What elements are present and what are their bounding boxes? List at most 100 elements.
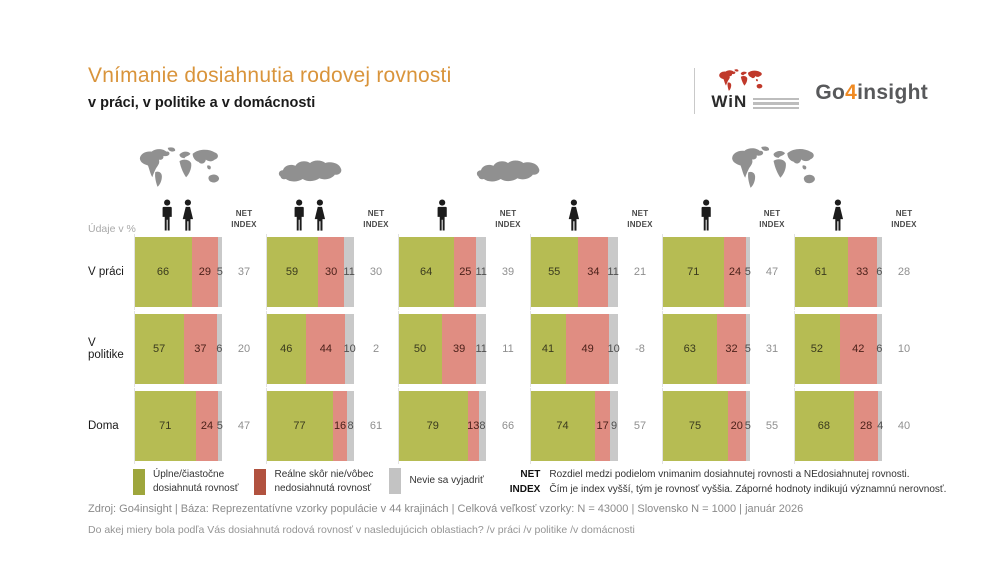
bar-cell-world-women: 61 33 6 28	[794, 234, 926, 310]
stacked-bar: 75 20 5	[662, 391, 751, 461]
segment-no-answer: 11	[475, 237, 487, 307]
man-icon	[292, 199, 306, 232]
segment-not-achieved: 37	[184, 314, 217, 384]
segment-not-achieved: 24	[196, 391, 218, 461]
segment-achieved: 79	[398, 391, 468, 461]
woman-icon	[830, 199, 846, 232]
slovakia-map-icon	[398, 152, 618, 190]
net-index-value: 2	[372, 343, 380, 355]
chart-row: V práci 66 29 5 37 59 30 11 30 64 25 11 39 55 34 11 21 71…	[88, 234, 928, 310]
segment-no-answer: 8	[347, 391, 354, 461]
segment-achieved: 77	[266, 391, 334, 461]
bar-cell-slovakia-women: 55 34 11 21	[530, 234, 662, 310]
header: Vnímanie dosiahnutia rodovej rovnosti v …	[88, 64, 928, 114]
net-index-value: 10	[897, 343, 911, 355]
segment-no-answer: 9	[610, 391, 618, 461]
title-block: Vnímanie dosiahnutia rodovej rovnosti v …	[88, 64, 451, 111]
segment-not-achieved: 25	[454, 237, 477, 307]
question-line: Do akej miery bola podľa Vás dosiahnutá …	[88, 524, 635, 536]
go4insight-insight: insight	[857, 81, 928, 104]
segment-achieved: 66	[134, 237, 193, 307]
stacked-bar: 79 13 8	[398, 391, 486, 461]
legend-item-no-answer: Nevie sa vyjadriť	[389, 468, 484, 494]
segment-no-answer: 6	[876, 314, 882, 384]
segment-not-achieved: 44	[306, 314, 346, 384]
stacked-bar: 52 42 6	[794, 314, 882, 384]
column-header-world-men: NET INDEX	[662, 192, 794, 232]
stacked-bar: 68 28 4	[794, 391, 883, 461]
column-header-slovakia-men: NET INDEX	[398, 192, 530, 232]
stacked-bar: 63 32 5	[662, 314, 751, 384]
segment-no-answer: 10	[343, 314, 356, 384]
bar-cell-slovakia-total: 46 44 10 2	[266, 311, 398, 387]
segment-no-answer: 4	[877, 391, 883, 461]
stacked-bar: 46 44 10	[266, 314, 356, 384]
segment-achieved: 52	[794, 314, 840, 384]
stacked-bar: 59 30 11	[266, 237, 355, 307]
header-divider	[694, 68, 696, 114]
segment-not-achieved: 29	[192, 237, 218, 307]
bar-cell-slovakia-men: 79 13 8 66	[398, 388, 530, 464]
stacked-bar: 41 49 10	[530, 314, 620, 384]
net-index-value: 28	[897, 266, 911, 278]
net-index-header: NET INDEX	[627, 209, 653, 230]
segment-no-answer: 5	[745, 237, 751, 307]
maps-row	[88, 136, 928, 190]
bar-cell-world-men: 63 32 5 31	[662, 311, 794, 387]
segment-achieved: 64	[398, 237, 455, 307]
segment-no-answer: 5	[745, 314, 751, 384]
net-index-value: 20	[237, 343, 251, 355]
net-index-label: NET	[520, 469, 541, 480]
net-index-description: Čím je index vyšší, tým je rovnosť vyšši…	[549, 483, 947, 495]
net-index-header: NET INDEX	[891, 209, 917, 230]
column-header-world-women: NET INDEX	[794, 192, 926, 232]
segment-achieved: 46	[266, 314, 307, 384]
segment-achieved: 41	[530, 314, 567, 384]
segment-achieved: 57	[134, 314, 185, 384]
legend-label: Úplne/čiastočne	[153, 469, 225, 480]
bar-cell-slovakia-women: 74 17 9 57	[530, 388, 662, 464]
net-index-value: 47	[237, 420, 251, 432]
legend-item-achieved: Úplne/čiastočne dosiahnutá rovnosť	[133, 468, 238, 495]
net-index-value: 31	[765, 343, 779, 355]
stacked-bar: 64 25 11	[398, 237, 487, 307]
segment-no-answer: 5	[217, 391, 223, 461]
legend-label: Nevie sa vyjadriť	[409, 475, 484, 487]
units-note: Údaje v %	[88, 223, 136, 235]
stacked-bar: 74 17 9	[530, 391, 618, 461]
segment-not-achieved: 32	[717, 314, 746, 384]
net-index-value: 61	[369, 420, 383, 432]
win-logo-text: WiN	[711, 92, 748, 111]
legend-item-not-achieved: Reálne skôr nie/vôbec nedosiahnutá rovno…	[254, 468, 373, 495]
woman-icon	[566, 199, 582, 232]
segment-achieved: 55	[530, 237, 579, 307]
man-icon	[160, 199, 174, 232]
segment-no-answer: 10	[607, 314, 620, 384]
segment-not-achieved: 20	[728, 391, 746, 461]
segment-no-answer: 11	[343, 237, 355, 307]
bar-grid: V práci 66 29 5 37 59 30 11 30 64 25 11 39 55 34 11 21 71…	[88, 234, 928, 464]
stacked-bar: 71 24 5	[134, 391, 223, 461]
woman-icon	[312, 199, 328, 232]
bar-cell-world-total: 66 29 5 37	[134, 234, 266, 310]
bar-cell-world-women: 68 28 4 40	[794, 388, 926, 464]
segment-achieved: 74	[530, 391, 596, 461]
stacked-bar: 55 34 11	[530, 237, 619, 307]
segment-no-answer: 11	[475, 314, 487, 384]
segment-no-answer: 5	[217, 237, 223, 307]
net-index-value: 30	[369, 266, 383, 278]
segment-not-achieved: 16	[333, 391, 348, 461]
bar-cell-slovakia-total: 77 16 8 61	[266, 388, 398, 464]
segment-no-answer: 8	[478, 391, 486, 461]
slovakia-map-icon	[266, 152, 354, 190]
bar-cell-slovakia-men: 50 39 11 11	[398, 311, 530, 387]
net-index-value: 11	[502, 343, 514, 355]
segment-not-achieved: 28	[853, 391, 879, 461]
segment-not-achieved: 30	[317, 237, 345, 307]
woman-icon	[180, 199, 196, 232]
net-index-header: NET INDEX	[363, 209, 389, 230]
segment-not-achieved: 34	[578, 237, 609, 307]
net-index-header: NET INDEX	[495, 209, 521, 230]
bar-cell-world-total: 71 24 5 47	[134, 388, 266, 464]
segment-not-achieved: 39	[442, 314, 477, 384]
